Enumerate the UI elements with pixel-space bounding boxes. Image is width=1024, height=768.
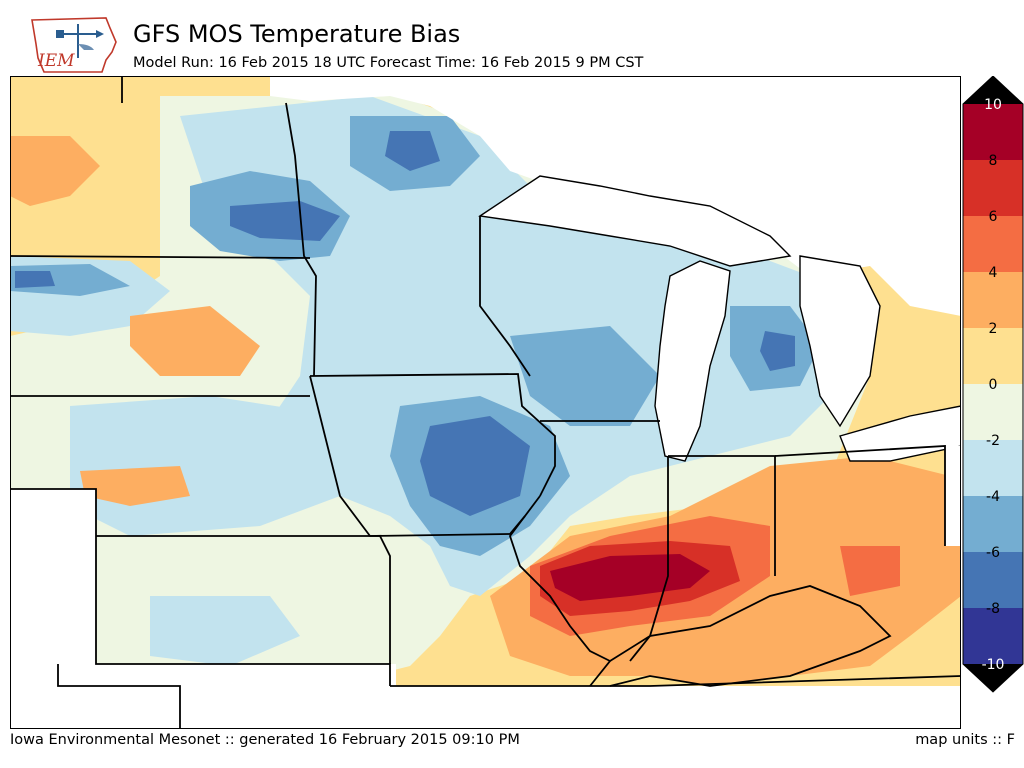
- colorbar-band: [963, 608, 1023, 664]
- colorbar-tick-label: -4: [986, 489, 1000, 505]
- border-colorado-kansas-ok: [10, 488, 391, 686]
- colorbar-tick-label: -6: [986, 545, 1000, 561]
- border-tennessee-arkansas: [390, 675, 961, 687]
- border-ks-ne-mo: [96, 535, 391, 664]
- colorbar-outline: [962, 76, 1024, 693]
- colorbar-tick-label: 6: [989, 209, 998, 225]
- border-mn-dakotas: [285, 102, 317, 377]
- colorbar-extend-max: [963, 76, 1023, 104]
- weathervane-icon: [56, 24, 104, 58]
- no-data-southwest: [10, 489, 96, 729]
- bias-area-minnesota-north-core: [385, 131, 440, 171]
- state-borders: [10, 76, 961, 729]
- border-oh-pa: [774, 445, 946, 546]
- colorbar-band: [963, 328, 1023, 384]
- bias-area-kansas: [150, 596, 300, 666]
- border-iowa-south: [309, 375, 526, 537]
- border-il-in: [629, 456, 669, 662]
- colorbar: 10 8 6 4 2 0 -2 -4 -6 -8 -10: [962, 76, 1024, 693]
- bias-contours: [10, 76, 961, 729]
- footer-units: map units :: F: [915, 732, 1015, 748]
- bias-area-dakota-small: [15, 271, 55, 288]
- colorbar-tick-label: 8: [989, 153, 998, 169]
- bias-area-south-dakota-warm: [130, 306, 260, 376]
- colorbar-band: [963, 160, 1023, 216]
- colorbar-tick-label: 4: [989, 265, 998, 281]
- map-title: GFS MOS Temperature Bias: [133, 20, 461, 48]
- colorbar-band: [963, 552, 1023, 608]
- colorbar-band: [963, 384, 1023, 440]
- temperature-bias-map: [10, 76, 961, 729]
- no-data-east: [945, 446, 961, 546]
- bias-area-michigan-core: [760, 331, 795, 371]
- lake-michigan: [654, 260, 731, 462]
- colorbar-tick-label: 0: [989, 377, 998, 393]
- border-nd-sd: [10, 255, 311, 259]
- bias-area-iowa-core: [420, 416, 530, 516]
- bias-area-wisconsin: [510, 326, 660, 426]
- bias-area-north-dakota-warm: [10, 136, 100, 206]
- iem-logo: IEM: [31, 17, 117, 73]
- bias-area-ohio-warm: [840, 546, 900, 596]
- colorbar-tick-label: -8: [986, 601, 1000, 617]
- logo-text: IEM: [37, 51, 75, 71]
- bias-area-nebraska-warm: [80, 466, 190, 506]
- map-frame: [10, 76, 961, 729]
- colorbar-band: [963, 104, 1023, 160]
- colorbar-tick-label: 10: [984, 97, 1002, 113]
- colorbar-extend-min: [963, 664, 1023, 692]
- border-iowa-north-east: [309, 373, 556, 497]
- colorbar-tick-label: 2: [989, 321, 998, 337]
- border-mn-wi: [479, 216, 531, 377]
- bias-area-minnesota-core: [230, 201, 340, 241]
- colorbar-band: [963, 216, 1023, 272]
- colorbar-tick-label: -2: [986, 433, 1000, 449]
- border-texas-panhandle: [10, 664, 181, 729]
- border-mississippi-river: [508, 495, 612, 687]
- bias-area-plus-8-to-10: [550, 554, 710, 601]
- colorbar-band: [963, 496, 1023, 552]
- colorbar-tick-label: -10: [982, 657, 1005, 673]
- map-subtitle: Model Run: 16 Feb 2015 18 UTC Forecast T…: [133, 55, 644, 71]
- footer-credit: Iowa Environmental Mesonet :: generated …: [10, 732, 520, 748]
- colorbar-band: [963, 440, 1023, 496]
- lake-huron: [799, 255, 881, 428]
- no-data-oklahoma: [96, 664, 396, 729]
- no-data-south: [390, 686, 961, 729]
- lake-superior: [478, 175, 792, 267]
- colorbar-band: [963, 272, 1023, 328]
